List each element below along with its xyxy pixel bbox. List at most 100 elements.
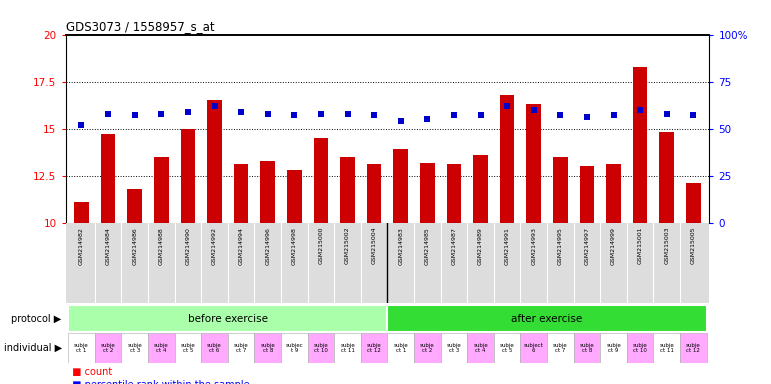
Text: GSM214999: GSM214999 xyxy=(611,227,616,265)
Bar xyxy=(527,104,541,223)
Text: GSM214996: GSM214996 xyxy=(265,227,270,265)
Text: GSM214989: GSM214989 xyxy=(478,227,483,265)
Text: subje
ct 12: subje ct 12 xyxy=(367,343,382,353)
Bar xyxy=(680,333,707,363)
Text: subjec
t 9: subjec t 9 xyxy=(285,343,303,353)
Bar xyxy=(121,333,148,363)
Text: GSM214994: GSM214994 xyxy=(238,227,244,265)
Point xyxy=(129,113,141,119)
Text: subje
ct 6: subje ct 6 xyxy=(207,343,222,353)
Bar xyxy=(520,333,547,363)
Bar xyxy=(393,149,408,223)
Text: GSM215001: GSM215001 xyxy=(638,227,643,264)
Text: subje
ct 3: subje ct 3 xyxy=(446,343,461,353)
Text: GDS3073 / 1558957_s_at: GDS3073 / 1558957_s_at xyxy=(66,20,214,33)
Point xyxy=(261,111,274,117)
Text: ■ percentile rank within the sample: ■ percentile rank within the sample xyxy=(66,380,249,384)
Text: subje
ct 8: subje ct 8 xyxy=(580,343,594,353)
Bar xyxy=(95,333,121,363)
Point xyxy=(208,103,221,109)
Bar xyxy=(553,157,567,223)
Text: GSM214993: GSM214993 xyxy=(531,227,537,265)
Point xyxy=(581,114,593,121)
Point xyxy=(368,113,380,119)
Text: subje
ct 12: subje ct 12 xyxy=(686,343,701,353)
Text: subje
ct 7: subje ct 7 xyxy=(553,343,567,353)
Bar xyxy=(580,166,594,223)
Point xyxy=(501,103,513,109)
Bar xyxy=(101,134,116,223)
Bar xyxy=(308,333,334,363)
Bar xyxy=(627,333,654,363)
Bar xyxy=(420,162,435,223)
Bar xyxy=(659,132,674,223)
Text: subje
ct 2: subje ct 2 xyxy=(101,343,116,353)
Bar xyxy=(154,157,169,223)
Bar xyxy=(387,305,707,332)
Text: GSM214998: GSM214998 xyxy=(291,227,297,265)
Point xyxy=(342,111,354,117)
Point xyxy=(527,107,540,113)
Bar xyxy=(601,333,627,363)
Point xyxy=(288,113,301,119)
Bar xyxy=(174,333,201,363)
Bar xyxy=(446,164,461,223)
Point xyxy=(554,113,567,119)
Text: subje
ct 5: subje ct 5 xyxy=(180,343,195,353)
Point xyxy=(661,111,673,117)
Bar xyxy=(148,333,174,363)
Bar xyxy=(654,333,680,363)
Text: GSM214984: GSM214984 xyxy=(106,227,110,265)
Text: subje
ct 9: subje ct 9 xyxy=(606,343,621,353)
Text: GSM214990: GSM214990 xyxy=(185,227,190,265)
Bar xyxy=(261,161,275,223)
Text: GSM215003: GSM215003 xyxy=(665,227,669,264)
Point xyxy=(687,113,699,119)
Bar xyxy=(227,333,254,363)
Bar xyxy=(361,333,387,363)
Point xyxy=(315,111,327,117)
Text: subject
6: subject 6 xyxy=(524,343,544,353)
Bar xyxy=(494,333,520,363)
Text: protocol ▶: protocol ▶ xyxy=(12,314,62,324)
Bar xyxy=(574,333,601,363)
Text: GSM215000: GSM215000 xyxy=(318,227,323,264)
Bar xyxy=(254,333,281,363)
Point xyxy=(76,122,88,128)
Text: subje
ct 10: subje ct 10 xyxy=(633,343,648,353)
Text: individual ▶: individual ▶ xyxy=(4,343,62,353)
Bar xyxy=(686,183,701,223)
Text: GSM214985: GSM214985 xyxy=(425,227,429,265)
Text: GSM214992: GSM214992 xyxy=(212,227,217,265)
Bar xyxy=(500,95,514,223)
Text: subje
ct 4: subje ct 4 xyxy=(154,343,169,353)
Bar xyxy=(68,305,387,332)
Text: subje
ct 3: subje ct 3 xyxy=(127,343,142,353)
Bar xyxy=(367,164,382,223)
Point xyxy=(421,116,433,122)
Text: subje
ct 11: subje ct 11 xyxy=(659,343,674,353)
Text: GSM214988: GSM214988 xyxy=(159,227,163,265)
Bar xyxy=(180,129,195,223)
Point xyxy=(155,111,167,117)
Point xyxy=(235,109,247,115)
Text: GSM214987: GSM214987 xyxy=(452,227,456,265)
Text: GSM214982: GSM214982 xyxy=(79,227,84,265)
Bar xyxy=(287,170,301,223)
Text: subje
ct 1: subje ct 1 xyxy=(393,343,408,353)
Text: subje
ct 7: subje ct 7 xyxy=(234,343,248,353)
Text: subje
ct 1: subje ct 1 xyxy=(74,343,89,353)
Bar xyxy=(314,138,328,223)
Bar xyxy=(606,164,621,223)
Point xyxy=(474,113,487,119)
Point xyxy=(395,118,407,124)
Bar xyxy=(340,157,355,223)
Point xyxy=(182,109,194,115)
Bar xyxy=(201,333,227,363)
Text: GSM214991: GSM214991 xyxy=(505,227,510,265)
Text: subje
ct 10: subje ct 10 xyxy=(314,343,328,353)
Bar xyxy=(441,333,467,363)
Text: subje
ct 8: subje ct 8 xyxy=(261,343,275,353)
Text: subje
ct 4: subje ct 4 xyxy=(473,343,488,353)
Text: subje
ct 5: subje ct 5 xyxy=(500,343,514,353)
